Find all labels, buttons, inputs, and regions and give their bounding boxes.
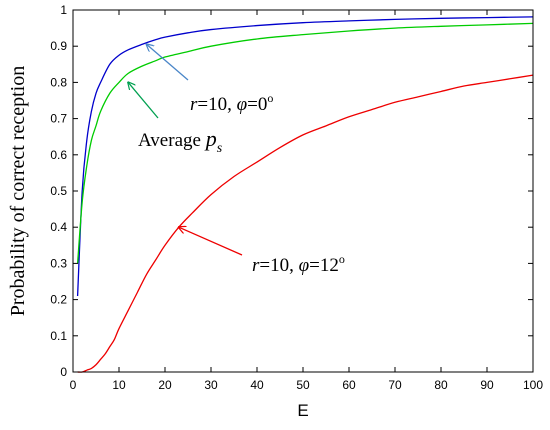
series-layer: [76, 16, 534, 373]
annotation-red-label: r=10, φ=12o: [252, 252, 345, 276]
plot-area: [73, 10, 533, 372]
x-tick-label: 0: [70, 378, 77, 392]
annotation-blue-arrow: [147, 44, 189, 81]
y-tick-label: 0.3: [50, 256, 67, 270]
x-tick-label: 10: [112, 378, 126, 392]
x-tick-label: 20: [158, 378, 172, 392]
x-tick-label: 40: [250, 378, 264, 392]
annotation-layer: r=10, φ=0o Average ps r=10, φ=12o: [128, 44, 345, 276]
annotation-green-arrow: [128, 82, 159, 119]
y-tick-label: 0.8: [50, 75, 67, 89]
y-tick-label: 0.5: [50, 184, 67, 198]
y-tick-label: 0.2: [50, 293, 67, 307]
y-tick-label: 0.1: [50, 329, 67, 343]
y-tick-label: 0.9: [50, 39, 67, 53]
annotation-green-label: Average ps: [138, 126, 223, 156]
x-tick-label: 100: [523, 378, 543, 392]
y-tick-label: 1: [60, 3, 67, 17]
annotation-red-arrow: [179, 227, 243, 256]
y-tick-label: 0: [60, 365, 67, 379]
y-tick-label: 0.4: [50, 220, 67, 234]
x-tick-label: 30: [204, 378, 218, 392]
x-tick-label: 80: [434, 378, 448, 392]
annotation-blue-label: r=10, φ=0o: [190, 91, 273, 115]
y-tick-label: 0.7: [50, 112, 67, 126]
y-axis-title: Probability of correct reception: [7, 66, 29, 316]
x-tick-label: 60: [342, 378, 356, 392]
x-tick-label: 50: [296, 378, 310, 392]
x-axis-title: E: [297, 401, 308, 420]
series-blue-line: [76, 16, 534, 297]
ticks-layer: 0 10 20 30 40 50 60 70 80 90 100 0 0.1 0.2 0.3 0.4 0.5 0.…: [50, 3, 543, 392]
series-green-line: [76, 22, 534, 264]
series-red-line: [77, 74, 534, 373]
y-tick-label: 0.6: [50, 148, 67, 162]
x-tick-label: 90: [480, 378, 494, 392]
x-tick-label: 70: [388, 378, 402, 392]
